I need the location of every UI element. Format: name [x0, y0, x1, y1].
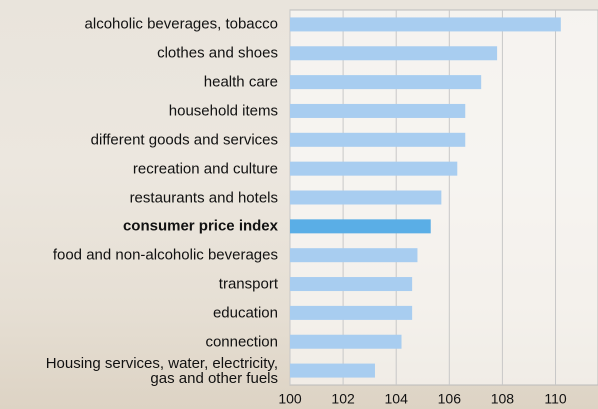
- bar: [290, 334, 402, 349]
- bar: [290, 305, 413, 320]
- bar: [290, 190, 442, 205]
- category-label: connection: [205, 333, 278, 351]
- x-tick-label: 106: [438, 391, 462, 407]
- bar: [290, 277, 413, 292]
- category-label: recreation and culture: [132, 160, 278, 178]
- bar: [290, 248, 418, 263]
- x-tick-label: 100: [278, 391, 302, 407]
- bar: [290, 219, 431, 234]
- bar: [290, 46, 498, 61]
- category-label: education: [212, 304, 278, 322]
- bar: [290, 103, 466, 118]
- category-label: transport: [218, 275, 278, 293]
- category-label: Housing services, water, electricity, ga…: [45, 354, 278, 387]
- x-tick-label: 108: [491, 391, 515, 407]
- category-label: restaurants and hotels: [129, 189, 278, 206]
- bar: [290, 75, 482, 90]
- category-label: consumer price index: [122, 217, 278, 235]
- category-label: food and non-alcoholic beverages: [52, 246, 278, 264]
- category-label: different goods and services: [90, 131, 278, 149]
- x-tick-label: 110: [544, 391, 567, 407]
- x-tick-label: 102: [331, 391, 355, 407]
- category-label: household items: [168, 102, 278, 120]
- bar: [290, 17, 561, 32]
- x-tick-label: 104: [385, 391, 409, 407]
- bar: [290, 363, 375, 378]
- category-label: alcoholic beverages, tobacco: [84, 15, 278, 33]
- category-label: clothes and shoes: [157, 44, 278, 62]
- category-label: health care: [203, 73, 278, 91]
- bar: [290, 132, 466, 147]
- bar: [290, 161, 458, 176]
